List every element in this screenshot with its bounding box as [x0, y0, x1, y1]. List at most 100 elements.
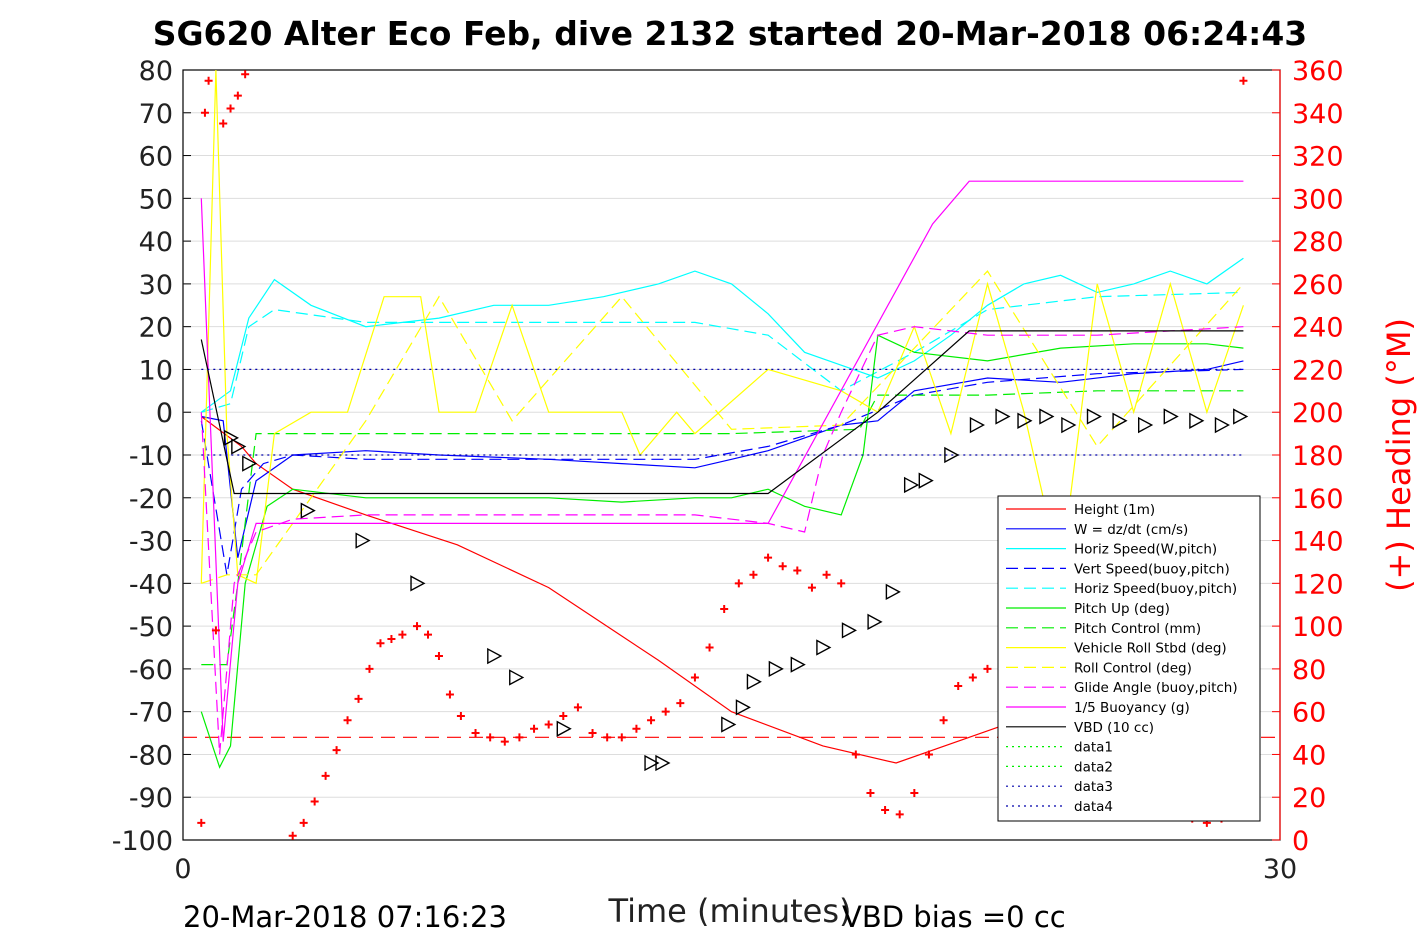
heading-point: [376, 639, 385, 648]
track-marker: [969, 416, 985, 434]
heading-point: [500, 737, 509, 746]
heading-point: [749, 570, 758, 579]
footer-timestamp: 20-Mar-2018 07:16:23: [183, 900, 507, 934]
heading-point: [471, 729, 480, 738]
heading-point: [321, 771, 330, 780]
legend-label: VBD (10 cc): [1074, 720, 1154, 736]
heading-point: [822, 570, 831, 579]
left-tick-label: -80: [129, 740, 173, 771]
series-line: [200, 368, 1244, 575]
heading-point: [530, 724, 539, 733]
track-marker: [1214, 416, 1230, 434]
heading-point: [895, 810, 904, 819]
legend: Height (1m) W = dz/dt (cm/s) Horiz Speed(W…: [997, 495, 1261, 822]
left-tick-label: 50: [139, 184, 173, 215]
right-axis-label: (+) Heading (°M): [1380, 318, 1417, 592]
heading-point: [288, 831, 297, 840]
heading-point: [354, 694, 363, 703]
right-tick-label: 220: [1292, 355, 1344, 386]
heading-point: [632, 724, 641, 733]
legend-label: data1: [1074, 740, 1113, 756]
track-marker: [1061, 416, 1077, 434]
left-tick-label: 40: [139, 227, 173, 258]
heading-point: [837, 579, 846, 588]
x-axis-ticks: 0 30: [174, 854, 1297, 885]
heading-point: [204, 76, 213, 85]
heading-point: [413, 622, 422, 631]
heading-point: [778, 562, 787, 571]
series-line: [200, 180, 1244, 742]
track-marker: [355, 532, 371, 549]
right-tick-label: 300: [1292, 184, 1344, 215]
heading-point: [456, 711, 465, 720]
heading-point: [310, 797, 319, 806]
right-tick-label: 240: [1292, 313, 1344, 344]
x-axis-label: Time (minutes): [608, 892, 852, 930]
legend-label: Vert Speed(buoy,pitch): [1074, 561, 1230, 577]
track-marker: [841, 622, 857, 639]
track-marker: [867, 613, 883, 631]
left-tick-label: -90: [129, 783, 173, 814]
series-line: [201, 270, 1244, 584]
heading-point: [573, 703, 582, 712]
heading-point: [954, 682, 963, 690]
track-marker: [242, 455, 258, 472]
track-marker: [410, 575, 426, 592]
left-tick-label: -50: [129, 612, 173, 643]
heading-point: [515, 733, 524, 742]
heading-point: [866, 788, 875, 797]
track-marker: [1233, 408, 1249, 425]
track-marker: [509, 669, 525, 686]
heading-point: [211, 626, 220, 635]
track-marker: [790, 656, 806, 673]
heading-point: [365, 664, 374, 673]
heading-point: [968, 673, 977, 682]
heading-point: [734, 579, 743, 588]
left-tick-label: 30: [139, 270, 173, 301]
right-tick-label: 80: [1292, 655, 1326, 686]
right-tick-label: 280: [1292, 227, 1344, 258]
heading-point: [241, 70, 250, 79]
heading-point: [398, 630, 407, 639]
heading-point: [690, 673, 699, 682]
right-tick-label: 360: [1292, 56, 1344, 87]
track-marker: [816, 639, 832, 656]
left-tick-label: -40: [129, 569, 173, 600]
series-line: [200, 257, 1244, 413]
heading-point: [617, 733, 626, 742]
track-markers: [223, 408, 1249, 772]
heading-point: [219, 119, 228, 128]
right-axis-ticks: 3603403203002802602402202001801601401201…: [1272, 56, 1344, 857]
track-marker: [1039, 408, 1055, 425]
heading-point: [588, 729, 597, 738]
right-tick-label: 60: [1292, 698, 1326, 729]
track-marker: [300, 502, 316, 519]
right-tick-label: 140: [1292, 527, 1344, 558]
track-marker: [735, 699, 751, 716]
left-tick-label: 0: [156, 398, 173, 429]
heading-point: [486, 733, 495, 742]
heading-point: [661, 707, 670, 716]
right-tick-label: 200: [1292, 398, 1344, 429]
footer-vbd-bias: VBD bias =0 cc: [842, 900, 1066, 934]
heading-point: [807, 583, 816, 592]
heading-point: [881, 806, 890, 815]
series-line: [201, 291, 1244, 413]
heading-point: [559, 711, 568, 720]
series-line: [201, 360, 1244, 558]
right-tick-label: 180: [1292, 441, 1344, 472]
left-tick-label: 10: [139, 355, 173, 386]
left-tick-label: 20: [139, 313, 173, 344]
track-marker: [1017, 412, 1033, 429]
left-tick-label: 70: [139, 99, 173, 130]
track-marker: [1163, 408, 1179, 425]
right-tick-label: 160: [1292, 484, 1344, 515]
right-tick-label: 100: [1292, 612, 1344, 643]
legend-label: Horiz Speed(W,pitch): [1074, 542, 1217, 558]
series-line: [200, 334, 1244, 769]
left-tick-label: 60: [139, 142, 173, 173]
track-marker: [231, 438, 247, 455]
right-tick-label: 340: [1292, 99, 1344, 130]
x-tick-label: 30: [1263, 854, 1297, 885]
legend-label: Pitch Control (mm): [1074, 621, 1201, 637]
